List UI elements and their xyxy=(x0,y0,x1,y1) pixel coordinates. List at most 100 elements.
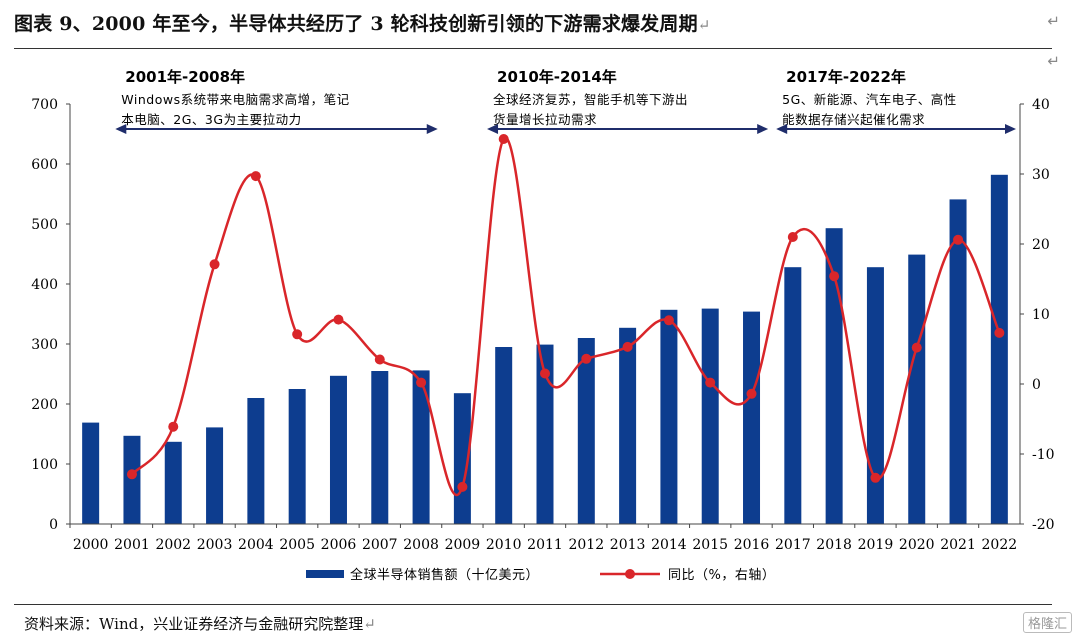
bar-2007 xyxy=(371,371,389,524)
era-title: 2010年-2014年 xyxy=(497,68,617,86)
era-description-line: 本电脑、2G、3G为主要拉动力 xyxy=(121,112,301,127)
yoy-point-2018 xyxy=(829,271,840,282)
bar-2010 xyxy=(495,347,513,524)
x-tick-label: 2020 xyxy=(899,537,935,553)
bar-2006 xyxy=(329,375,347,524)
source-note: 资料来源：Wind，兴业证券经济与金融研究院整理↵ xyxy=(24,613,376,634)
left-tick-label: 400 xyxy=(31,277,58,293)
left-tick-label: 100 xyxy=(31,457,58,473)
era-arrow-head-right xyxy=(426,124,438,134)
yoy-point-2001 xyxy=(126,469,137,480)
yoy-point-2019 xyxy=(870,472,881,483)
yoy-point-2011 xyxy=(540,368,550,379)
x-tick-label: 2017 xyxy=(775,537,811,553)
x-tick-label: 2004 xyxy=(238,537,274,553)
line-series xyxy=(126,134,1005,497)
x-tick-label: 2009 xyxy=(445,537,481,553)
yoy-point-2004 xyxy=(250,171,261,182)
bar-2004 xyxy=(247,398,265,524)
bar-2019 xyxy=(866,267,884,524)
yoy-point-2012 xyxy=(581,353,592,364)
yoy-point-2008 xyxy=(416,377,427,388)
x-tick-label: 2003 xyxy=(197,537,233,553)
bar-2009 xyxy=(453,393,471,524)
yoy-point-2003 xyxy=(209,259,220,270)
left-tick-label: 200 xyxy=(31,397,58,413)
yoy-point-2007 xyxy=(374,354,385,365)
bar-2022 xyxy=(990,174,1008,525)
bar-2018 xyxy=(825,228,843,524)
yoy-point-2009 xyxy=(457,481,468,492)
x-tick-label: 2008 xyxy=(403,537,439,553)
era-description-line: 5G、新能源、汽车电子、高性 xyxy=(782,92,957,107)
x-tick-label: 2018 xyxy=(816,537,852,553)
source-text: 资料来源：Wind，兴业证券经济与金融研究院整理 xyxy=(24,615,364,633)
yoy-point-2021 xyxy=(953,234,964,245)
left-tick-label: 300 xyxy=(31,337,58,353)
bar-2020 xyxy=(908,254,926,524)
left-tick-label: 500 xyxy=(31,217,58,233)
chart-title-text: 图表 9、2000 年至今，半导体共经历了 3 轮科技创新引领的下游需求爆发周期 xyxy=(14,13,698,35)
yoy-point-2010 xyxy=(498,134,509,144)
bar-2015 xyxy=(701,308,719,524)
bar-2001 xyxy=(123,435,141,524)
x-tick-label: 2001 xyxy=(114,537,150,553)
era-arrow-head-left xyxy=(487,124,499,134)
bar-2000 xyxy=(82,422,100,524)
bar-2011 xyxy=(536,344,554,524)
annotations: 2001年-2008年 Windows系统带来电脑需求高增，笔记本电脑、2G、3G… xyxy=(115,68,1016,134)
chart-title: 图表 9、2000 年至今，半导体共经历了 3 轮科技创新引领的下游需求爆发周期… xyxy=(14,9,711,36)
x-tick-label: 2005 xyxy=(279,537,315,553)
x-tick-label: 2012 xyxy=(568,537,604,553)
bar-2017 xyxy=(784,267,802,524)
x-tick-label: 2006 xyxy=(321,537,357,553)
bottom-rule xyxy=(14,604,1052,605)
paragraph-mark-second: ↵ xyxy=(1047,52,1060,70)
axes: 0 100 200 300 400 500 600 700 -20 -10 0 10 20 30 40 200… xyxy=(31,97,1054,553)
x-tick-label: 2022 xyxy=(982,537,1018,553)
right-tick-label: 20 xyxy=(1032,237,1050,253)
era-title: 2001年-2008年 xyxy=(125,68,245,86)
bar-2021 xyxy=(949,199,967,524)
era-description-line: 全球经济复苏，智能手机等下游出 xyxy=(493,92,688,107)
right-tick-label: -10 xyxy=(1032,447,1055,463)
top-rule xyxy=(14,48,1052,49)
left-tick-label: 700 xyxy=(31,97,58,113)
bar-2003 xyxy=(206,427,224,524)
left-tick-label: 600 xyxy=(31,157,58,173)
bar-2005 xyxy=(288,389,306,524)
x-tick-label: 2010 xyxy=(486,537,522,553)
yoy-point-2016 xyxy=(746,388,757,399)
legend-line-marker xyxy=(625,569,635,579)
legend-line-label: 同比（%，右轴） xyxy=(668,568,775,583)
right-tick-label: 0 xyxy=(1032,377,1041,393)
bar-2012 xyxy=(577,338,595,524)
era-arrow-head-right xyxy=(757,124,769,134)
x-tick-label: 2015 xyxy=(692,537,728,553)
paragraph-mark: ↵ xyxy=(697,16,711,34)
bar-2016 xyxy=(743,311,761,524)
right-tick-label: 10 xyxy=(1032,307,1050,323)
yoy-point-2015 xyxy=(705,377,716,388)
x-tick-label: 2019 xyxy=(858,537,894,553)
source-paragraph-mark: ↵ xyxy=(363,615,376,633)
era-arrow-head-left xyxy=(115,124,127,134)
legend-bar-label: 全球半导体销售额（十亿美元） xyxy=(350,567,539,583)
era-description-line: Windows系统带来电脑需求高增，笔记 xyxy=(121,92,349,107)
yoy-point-2022 xyxy=(994,327,1005,338)
yoy-point-2020 xyxy=(911,342,922,353)
era-title: 2017年-2022年 xyxy=(786,68,906,86)
x-tick-label: 2007 xyxy=(362,537,398,553)
chart-canvas: 0 100 200 300 400 500 600 700 -20 -10 0 10 20 30 40 200… xyxy=(31,68,1054,583)
right-tick-label: 30 xyxy=(1032,167,1050,183)
left-tick-label: 0 xyxy=(49,517,58,533)
yoy-point-2017 xyxy=(787,232,798,242)
era-description-line: 货量增长拉动需求 xyxy=(493,112,597,127)
yoy-point-2013 xyxy=(622,341,633,352)
yoy-point-2002 xyxy=(168,421,179,432)
bar-2014 xyxy=(660,309,678,524)
bar-series xyxy=(82,174,1008,525)
x-tick-label: 2000 xyxy=(73,537,109,553)
x-tick-label: 2011 xyxy=(527,537,563,553)
